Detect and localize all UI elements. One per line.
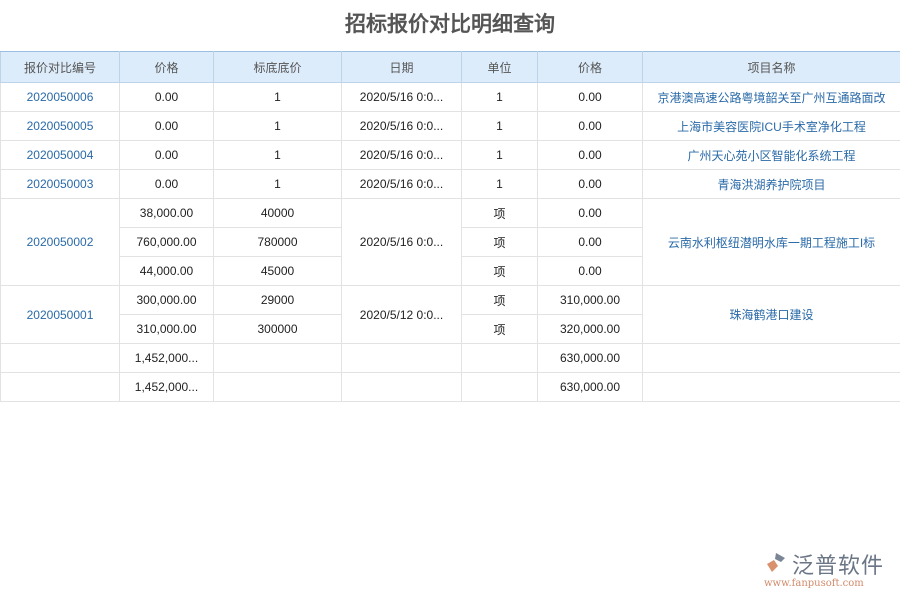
- col-header-price2[interactable]: 价格: [537, 51, 643, 83]
- row-project[interactable]: 广州天心苑小区智能化系统工程: [642, 140, 900, 170]
- table-row[interactable]: 2020050003 0.00 1 2020/5/16 0:0... 1 0.00 青海洪湖…: [0, 169, 900, 199]
- row-price: 38,000.00: [119, 198, 214, 228]
- table-row[interactable]: 310,000.00 300000 项 320,000.00: [1, 314, 900, 344]
- table-row[interactable]: 2020050001 300,000.00 29000 2020/5/12 0:0..…: [0, 285, 900, 344]
- table-row[interactable]: 2020050005 0.00 1 2020/5/16 0:0... 1 0.00 上海市美…: [0, 111, 900, 141]
- empty-cell: [341, 343, 462, 373]
- row-unit: 1: [461, 140, 538, 170]
- row-unit: 项: [461, 227, 538, 257]
- row-price: 310,000.00: [119, 314, 214, 344]
- total-row: 1,452,000... 630,000.00: [0, 372, 900, 402]
- row-base: 29000: [213, 285, 342, 315]
- empty-cell: [0, 372, 120, 402]
- row-price: 0.00: [119, 111, 214, 141]
- page-title: 招标报价对比明细查询: [345, 12, 555, 36]
- row-base: 300000: [213, 314, 342, 344]
- total-price2: 630,000.00: [537, 343, 643, 373]
- row-base: 45000: [213, 256, 342, 286]
- row-unit: 项: [461, 285, 538, 315]
- row-base: 1: [213, 169, 342, 199]
- row-base: 1: [213, 82, 342, 112]
- row-project[interactable]: 青海洪湖养护院项目: [642, 169, 900, 199]
- row-price: 760,000.00: [119, 227, 214, 257]
- table-row[interactable]: 2020050004 0.00 1 2020/5/16 0:0... 1 0.00 广州天心…: [0, 140, 900, 170]
- row-date: 2020/5/16 0:0...: [341, 198, 462, 286]
- col-header-project[interactable]: 项目名称: [642, 51, 900, 83]
- col-header-unit[interactable]: 单位: [461, 51, 538, 83]
- row-price2: 0.00: [537, 198, 643, 228]
- row-price2: 0.00: [537, 227, 643, 257]
- row-unit: 1: [461, 111, 538, 141]
- row-id[interactable]: 2020050005: [0, 111, 120, 141]
- row-id[interactable]: 2020050004: [0, 140, 120, 170]
- row-price: 300,000.00: [119, 285, 214, 315]
- comparison-table: 报价对比编号 价格 标底底价 日期 单位 价格 项目名称 2020050006 0…: [0, 51, 900, 402]
- row-price2: 320,000.00: [537, 314, 643, 344]
- row-project[interactable]: 珠海鹤港口建设: [642, 285, 900, 344]
- row-unit: 项: [461, 314, 538, 344]
- fanpu-logo: 泛普软件 www.fanpusoft.com: [760, 548, 890, 594]
- row-price: 0.00: [119, 169, 214, 199]
- row-price2: 0.00: [537, 111, 643, 141]
- row-price2: 310,000.00: [537, 285, 643, 315]
- row-unit: 1: [461, 82, 538, 112]
- row-project[interactable]: 上海市美容医院ICU手术室净化工程: [642, 111, 900, 141]
- total-row: 1,452,000... 630,000.00: [0, 343, 900, 373]
- row-price: 44,000.00: [119, 256, 214, 286]
- row-unit: 1: [461, 169, 538, 199]
- row-project[interactable]: 京港澳高速公路粤境韶关至广州互通路面改: [642, 82, 900, 112]
- empty-cell: [213, 372, 342, 402]
- total-price: 1,452,000...: [119, 343, 214, 373]
- row-unit: 项: [461, 198, 538, 228]
- row-unit: 项: [461, 256, 538, 286]
- logo-name: 泛普软件: [792, 554, 885, 579]
- total-price2: 630,000.00: [537, 372, 643, 402]
- row-price2: 0.00: [537, 169, 643, 199]
- empty-cell: [341, 372, 462, 402]
- row-date: 2020/5/16 0:0...: [341, 82, 462, 112]
- table-row[interactable]: 44,000.00 45000 项 0.00: [1, 256, 900, 286]
- row-id[interactable]: 2020050003: [0, 169, 120, 199]
- row-base: 780000: [213, 227, 342, 257]
- total-price: 1,452,000...: [119, 372, 214, 402]
- logo-mark-icon: [767, 553, 785, 572]
- empty-cell: [642, 343, 900, 373]
- row-base: 1: [213, 111, 342, 141]
- row-price: 0.00: [119, 82, 214, 112]
- table-row[interactable]: 2020050006 0.00 1 2020/5/16 0:0... 1 0.00 京港澳高…: [0, 82, 900, 112]
- table-row[interactable]: 2020050002 38,000.00 40000 2020/5/16 0:0...…: [0, 198, 900, 286]
- row-price2: 0.00: [537, 82, 643, 112]
- row-base: 1: [213, 140, 342, 170]
- row-project[interactable]: 云南水利枢纽潜明水库一期工程施工I标: [642, 198, 900, 286]
- row-date: 2020/5/12 0:0...: [341, 285, 462, 344]
- row-date: 2020/5/16 0:0...: [341, 111, 462, 141]
- col-header-date[interactable]: 日期: [341, 51, 462, 83]
- empty-cell: [0, 343, 120, 373]
- empty-cell: [461, 372, 538, 402]
- row-price2: 0.00: [537, 140, 643, 170]
- col-header-price[interactable]: 价格: [119, 51, 214, 83]
- row-id[interactable]: 2020050006: [0, 82, 120, 112]
- row-id[interactable]: 2020050001: [0, 285, 120, 344]
- empty-cell: [642, 372, 900, 402]
- row-id[interactable]: 2020050002: [0, 198, 120, 286]
- table-header: 报价对比编号 价格 标底底价 日期 单位 价格 项目名称: [0, 51, 900, 83]
- col-header-id[interactable]: 报价对比编号: [0, 51, 120, 83]
- row-base: 40000: [213, 198, 342, 228]
- empty-cell: [461, 343, 538, 373]
- row-price2: 0.00: [537, 256, 643, 286]
- row-date: 2020/5/16 0:0...: [341, 140, 462, 170]
- empty-cell: [213, 343, 342, 373]
- row-price: 0.00: [119, 140, 214, 170]
- row-date: 2020/5/16 0:0...: [341, 169, 462, 199]
- col-header-base-price[interactable]: 标底底价: [213, 51, 342, 83]
- logo-url: www.fanpusoft.com: [764, 578, 864, 589]
